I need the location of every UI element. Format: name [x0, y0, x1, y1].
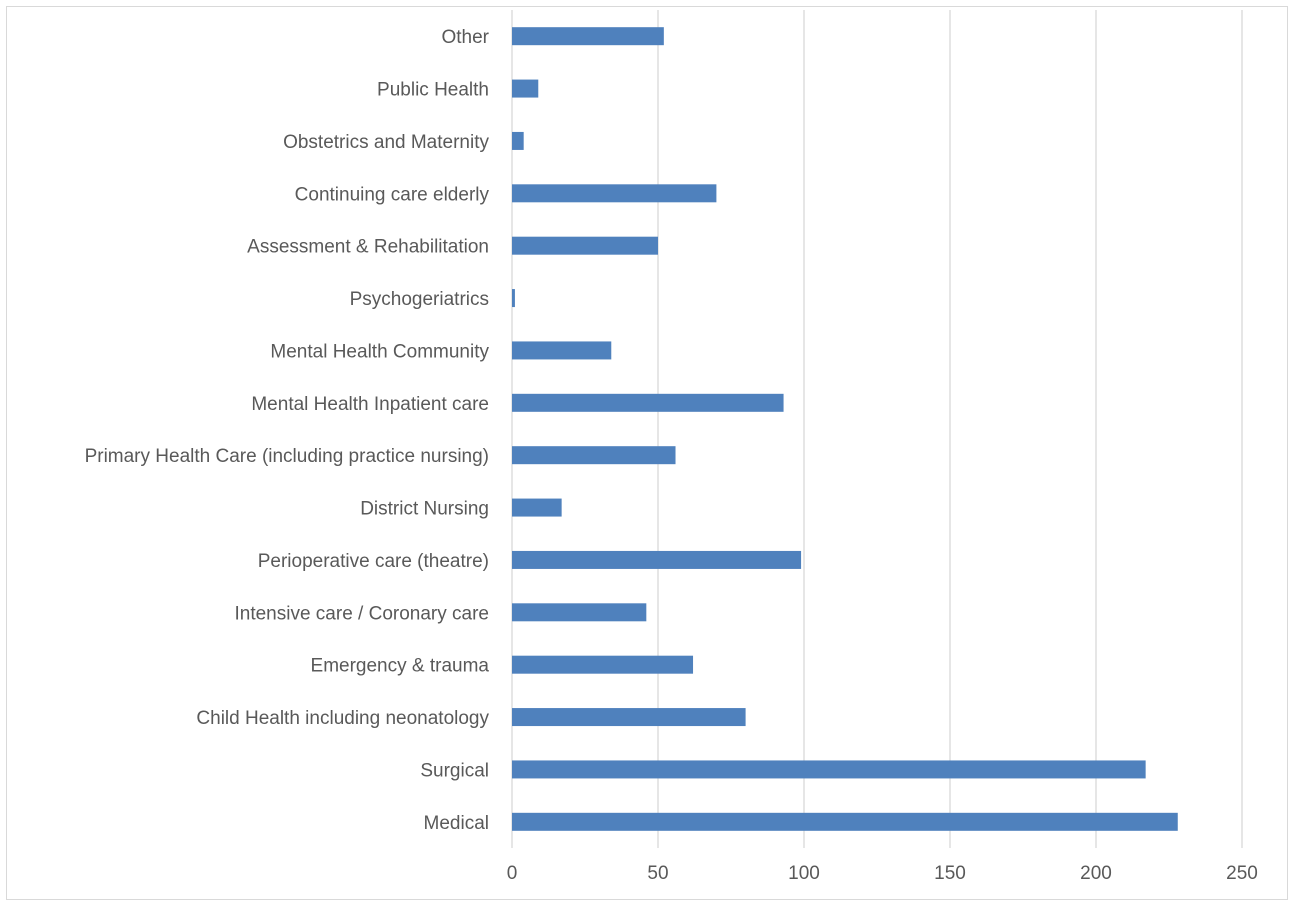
bar: [512, 184, 717, 203]
bar: [512, 708, 746, 727]
bar: [512, 27, 664, 46]
bar: [512, 236, 658, 255]
bar: [512, 550, 802, 569]
x-tick-labels: 0 50 100 150 200 250: [507, 863, 1258, 884]
bar: [512, 760, 1146, 779]
bar: [512, 393, 784, 412]
bar: [512, 79, 539, 98]
category-label: Primary Health Care (including practice …: [85, 446, 489, 467]
category-label: Surgical: [420, 760, 489, 781]
bar: [512, 603, 647, 622]
category-label: Mental Health Community: [270, 341, 489, 362]
category-label: Perioperative care (theatre): [258, 551, 489, 572]
bars: [512, 27, 1178, 831]
category-label: District Nursing: [360, 499, 489, 520]
bar: [512, 655, 694, 674]
x-tick-label: 100: [788, 863, 820, 884]
category-label: Continuing care elderly: [295, 184, 490, 205]
bar: [512, 498, 562, 517]
category-label: Public Health: [377, 80, 489, 101]
x-tick-label: 50: [647, 863, 668, 884]
category-labels: Medical Surgical Child Health including ne…: [85, 27, 490, 834]
x-tick-label: 150: [934, 863, 966, 884]
category-label: Psychogeriatrics: [350, 289, 489, 310]
category-label: Obstetrics and Maternity: [283, 132, 489, 153]
category-label: Mental Health Inpatient care: [251, 394, 489, 415]
category-label: Other: [441, 27, 489, 48]
bar: [512, 289, 515, 308]
x-tick-label: 250: [1226, 863, 1258, 884]
bar: [512, 446, 676, 465]
x-tick-label: 0: [507, 863, 518, 884]
category-label: Child Health including neonatology: [196, 708, 489, 729]
bar: [512, 131, 524, 150]
category-label: Intensive care / Coronary care: [234, 603, 489, 624]
category-label: Medical: [424, 813, 489, 834]
bar: [512, 812, 1178, 831]
x-tick-label: 200: [1080, 863, 1112, 884]
category-label: Assessment & Rehabilitation: [247, 237, 489, 258]
category-label: Emergency & trauma: [311, 656, 490, 677]
bar: [512, 341, 612, 360]
